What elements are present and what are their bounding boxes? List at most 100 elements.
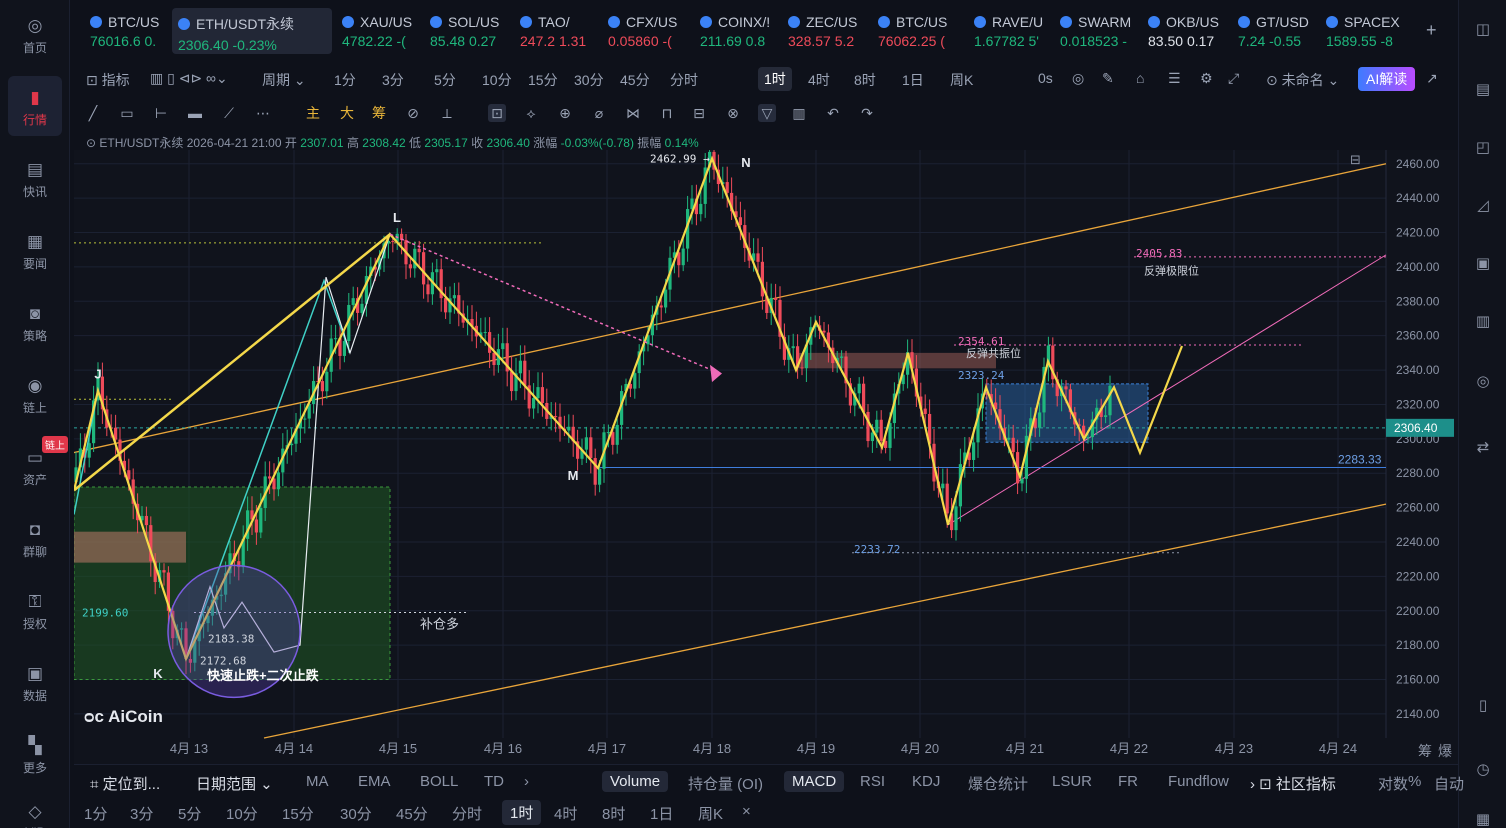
- nav-item-1[interactable]: ▮ 行情: [8, 76, 62, 136]
- nav-item-3[interactable]: ▦ 要闻: [0, 220, 70, 280]
- more-indicators-icon[interactable]: ›: [524, 773, 529, 790]
- side-tool-icon[interactable]: ▥: [1475, 313, 1491, 330]
- period-1分[interactable]: 1分: [334, 72, 356, 88]
- period-10分[interactable]: 10分: [482, 72, 512, 88]
- period-8时[interactable]: 8时: [854, 72, 876, 88]
- main-indicator-MA[interactable]: MA: [306, 773, 329, 790]
- bottom-period-1时[interactable]: 1时: [502, 800, 542, 825]
- add-ticker-button[interactable]: +: [1426, 20, 1437, 40]
- draw-tool-icon[interactable]: ⋈: [626, 105, 640, 121]
- community-indicator-button[interactable]: › ⊡ 社区指标: [1250, 776, 1336, 793]
- draw-tool-icon[interactable]: ⌀: [594, 105, 604, 121]
- sub-indicator-4[interactable]: KDJ: [912, 773, 941, 790]
- sub-indicator-3[interactable]: RSI: [860, 773, 886, 790]
- main-indicator-EMA[interactable]: EMA: [358, 773, 391, 790]
- bottom-period-10分[interactable]: 10分: [226, 806, 258, 823]
- draw-tool-icon[interactable]: 筹: [372, 105, 386, 121]
- layout-select[interactable]: ⊙ 未命名 ⌄: [1266, 72, 1340, 88]
- bottom-period-1日[interactable]: 1日: [650, 806, 674, 823]
- ticker-9[interactable]: RAVE/U 1.67782 5': [974, 8, 1060, 54]
- alert-icon[interactable]: ⌂: [1136, 70, 1145, 86]
- fullscreen-icon[interactable]: ⤢: [1228, 70, 1240, 86]
- bottom-period-分时[interactable]: 分时: [452, 806, 483, 823]
- nav-item-5[interactable]: ◉ 链上: [0, 364, 70, 424]
- price-chart[interactable]: 2460.00 2440.00 2420.00 2400.00 2380.00 2360.…: [74, 150, 1458, 764]
- nav-item-9[interactable]: ▣ 数据: [0, 652, 70, 712]
- nav-item-0[interactable]: ◎ 首页: [0, 4, 70, 64]
- draw-tool-icon[interactable]: ⋯: [256, 105, 270, 121]
- draw-tool-icon[interactable]: ↷: [861, 105, 873, 121]
- draw-tool-icon[interactable]: ⊗: [727, 105, 739, 121]
- bottom-period-5分[interactable]: 5分: [178, 806, 202, 823]
- sub-indicator-0[interactable]: Volume: [602, 771, 669, 792]
- main-indicator-BOLL[interactable]: BOLL: [420, 773, 459, 790]
- axis-option-0[interactable]: 对数: [1378, 776, 1409, 793]
- share-icon[interactable]: ↗: [1426, 70, 1438, 86]
- nav-item-11[interactable]: ◇ VIP: [0, 790, 70, 828]
- period-3分[interactable]: 3分: [382, 72, 404, 88]
- period-分时[interactable]: 分时: [670, 72, 698, 88]
- list-icon[interactable]: ☰: [1168, 70, 1181, 86]
- ticker-5[interactable]: CFX/US 0.05860 -(: [608, 8, 694, 54]
- sub-indicator-7[interactable]: FR: [1118, 773, 1138, 790]
- draw-tool-icon[interactable]: ⊘: [407, 105, 419, 121]
- side-tool-icon[interactable]: ▦: [1475, 811, 1491, 828]
- axis-option-2[interactable]: 自动: [1434, 776, 1465, 793]
- period-1时[interactable]: 1时: [758, 67, 792, 91]
- bottom-period-30分[interactable]: 30分: [340, 806, 372, 823]
- bottom-period-周K[interactable]: 周K: [698, 806, 724, 823]
- settings-icon[interactable]: ⚙: [1200, 70, 1213, 86]
- side-tool-icon[interactable]: ⇄: [1476, 439, 1490, 456]
- side-tool-icon[interactable]: ▤: [1475, 81, 1491, 98]
- period-4时[interactable]: 4时: [808, 72, 830, 88]
- draw-tool-icon[interactable]: ⊢: [154, 105, 168, 121]
- axis-option-1[interactable]: %: [1408, 773, 1422, 790]
- indicator-tools-icon[interactable]: ▥ ▯ ⊲⊳ ∞⌄: [150, 70, 228, 86]
- period-select[interactable]: 周期 ⌄: [262, 72, 306, 88]
- bottom-period-8时[interactable]: 8时: [602, 806, 626, 823]
- camera-icon[interactable]: ◎: [1072, 70, 1085, 86]
- period-45分[interactable]: 45分: [620, 72, 650, 88]
- sub-indicator-8[interactable]: Fundflow: [1168, 773, 1229, 790]
- ticker-10[interactable]: SWARM 0.018523 -: [1060, 8, 1146, 54]
- period-15分[interactable]: 15分: [528, 72, 558, 88]
- pen-icon[interactable]: ✎: [1102, 70, 1114, 86]
- bottom-period-15分[interactable]: 15分: [282, 806, 314, 823]
- ticker-6[interactable]: COINX/! 211.69 0.8: [700, 8, 786, 54]
- ticker-0[interactable]: BTC/US 76016.6 0.: [90, 8, 176, 54]
- draw-tool-icon[interactable]: ⟂: [442, 105, 452, 121]
- period-周K[interactable]: 周K: [950, 72, 974, 88]
- locate-button[interactable]: ⌗ 定位到...: [90, 776, 161, 793]
- nav-item-4[interactable]: ◙ 策略: [0, 292, 70, 352]
- ticker-1[interactable]: ETH/USDT永续 2306.40 -0.23%: [172, 8, 332, 54]
- nav-item-2[interactable]: ▤ 快讯: [0, 148, 70, 208]
- ticker-3[interactable]: SOL/US 85.48 0.27: [430, 8, 516, 54]
- draw-tool-icon[interactable]: ⟡: [526, 105, 536, 121]
- side-tool-icon[interactable]: ▣: [1475, 255, 1491, 272]
- draw-tool-icon[interactable]: ⊕: [559, 105, 571, 121]
- draw-tool-icon[interactable]: ⊓: [661, 105, 673, 121]
- draw-tool-icon[interactable]: ⟋: [224, 105, 234, 121]
- ticker-13[interactable]: SPACEX 1589.55 -8: [1326, 8, 1412, 54]
- nav-item-6[interactable]: ▭ 资产: [0, 436, 70, 496]
- date-range-button[interactable]: 日期范围 ⌄: [196, 776, 273, 793]
- draw-tool-icon[interactable]: ▽: [758, 104, 776, 122]
- draw-tool-icon[interactable]: ▥: [792, 105, 806, 121]
- period-5分[interactable]: 5分: [434, 72, 456, 88]
- bottom-period-3分[interactable]: 3分: [130, 806, 154, 823]
- bottom-period-1分[interactable]: 1分: [84, 806, 108, 823]
- draw-tool-icon[interactable]: ▬: [188, 105, 202, 121]
- draw-tool-icon[interactable]: ▭: [120, 105, 134, 121]
- ticker-11[interactable]: OKB/US 83.50 0.17: [1148, 8, 1234, 54]
- close-icon[interactable]: ×: [742, 803, 751, 820]
- draw-tool-icon[interactable]: ⊡: [488, 104, 506, 122]
- ticker-7[interactable]: ZEC/US 328.57 5.2: [788, 8, 874, 54]
- side-tool-icon[interactable]: ◎: [1476, 373, 1490, 390]
- bottom-period-4时[interactable]: 4时: [554, 806, 578, 823]
- nav-item-8[interactable]: ⚿ 授权: [0, 580, 70, 640]
- side-tool-icon[interactable]: ◰: [1475, 139, 1491, 156]
- ai-read-button[interactable]: AI解读: [1358, 67, 1416, 91]
- draw-tool-icon[interactable]: 大: [340, 105, 354, 121]
- draw-tool-icon[interactable]: ⊟: [693, 105, 705, 121]
- nav-item-10[interactable]: ▚ 更多: [0, 724, 70, 784]
